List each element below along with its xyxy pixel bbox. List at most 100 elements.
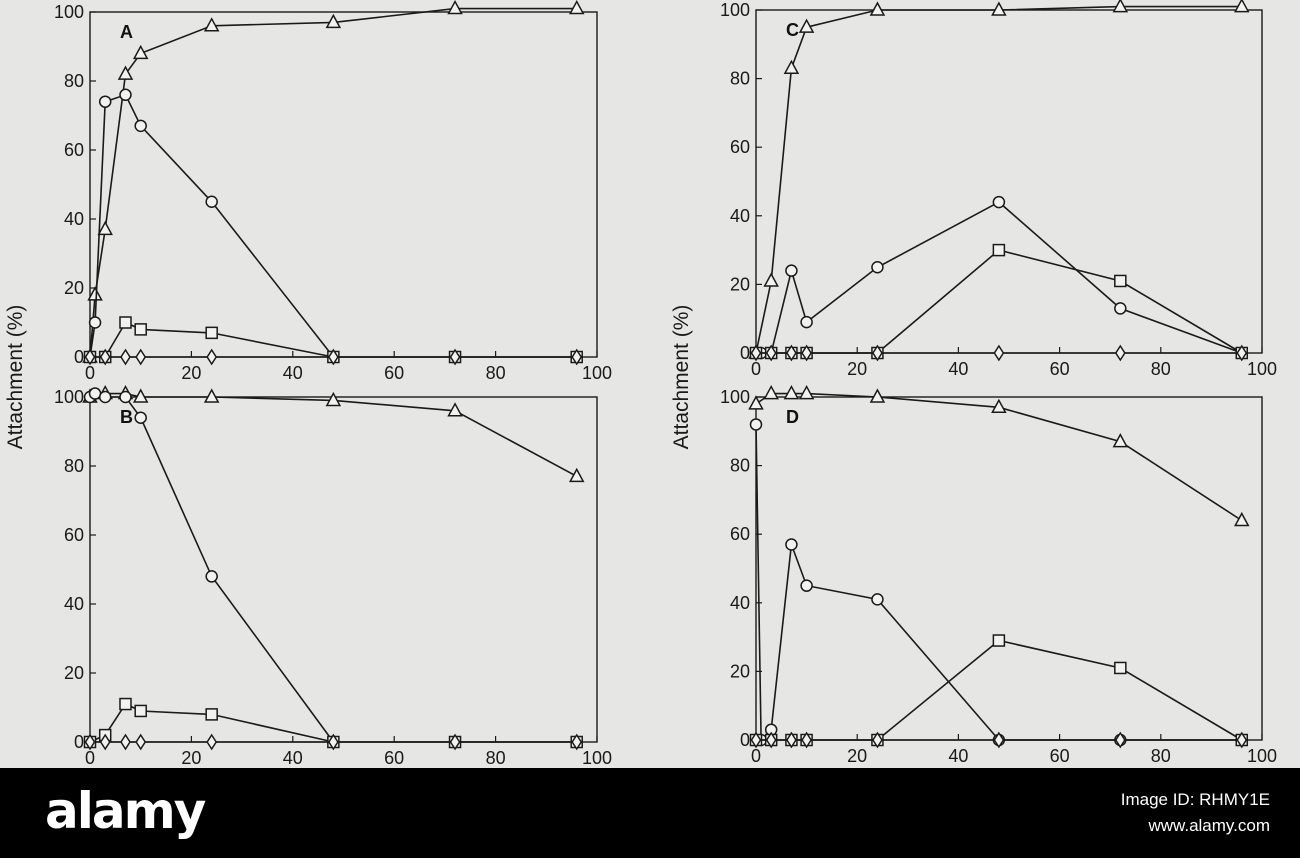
- y-tick-label: 40: [730, 593, 750, 613]
- data-point-triangle: [447, 0, 463, 15]
- x-tick-label: 80: [486, 748, 506, 768]
- y-tick-label: 0: [74, 732, 84, 752]
- data-point-square: [134, 323, 147, 336]
- y-tick-label: 100: [720, 0, 750, 20]
- x-tick-label: 40: [283, 363, 303, 383]
- data-point-triangle: [325, 391, 342, 407]
- y-tick-label: 100: [54, 2, 84, 22]
- data-point-triangle: [869, 388, 886, 403]
- chart-panel-d: 0 20 40 60 80 100 0 20 40 60 80 100 D: [720, 384, 1277, 766]
- y-tick-label: 20: [64, 663, 84, 683]
- data-point-diamond: [571, 733, 583, 751]
- chart-panel-b: 0 20 40 60 80 100 0 20 40 60 80 100 B: [54, 384, 612, 768]
- image-id-text: Image ID: RHMY1E: [1120, 790, 1270, 809]
- x-tick-label: 100: [582, 363, 612, 383]
- y-tick-label: 20: [730, 274, 750, 294]
- figure-area: 0 20 40 60 80 100 0 20 40 60 80 100 A 0 20 40 60 80 100 0 20…: [0, 0, 1300, 768]
- y-tick-label: 20: [64, 278, 84, 298]
- watermark-bar: alamy Image ID: RHMY1E www.alamy.com: [0, 768, 1300, 858]
- data-point-triangle: [798, 384, 815, 400]
- panel-label: B: [120, 407, 133, 427]
- y-tick-label: 80: [730, 456, 750, 476]
- data-point-circle: [88, 387, 102, 400]
- data-point-diamond: [750, 731, 762, 749]
- data-point-diamond: [206, 348, 218, 366]
- data-point-diamond: [750, 344, 762, 362]
- data-point-diamond: [786, 344, 797, 362]
- data-point-diamond: [1114, 344, 1126, 362]
- brand-logo: alamy: [45, 782, 206, 840]
- data-point-square: [992, 243, 1006, 257]
- data-point-triangle: [132, 44, 149, 60]
- x-tick-label: 100: [1247, 746, 1277, 766]
- panel-label: A: [120, 22, 133, 42]
- x-tick-label: 20: [847, 359, 867, 379]
- data-point-triangle: [783, 59, 800, 75]
- x-tick-label: 20: [181, 748, 201, 768]
- data-point-triangle: [203, 17, 220, 32]
- data-point-triangle: [1234, 0, 1250, 13]
- y-tick-label: 60: [64, 525, 84, 545]
- data-point-diamond: [801, 344, 812, 362]
- series-line-triangle: [89, 7, 577, 358]
- x-tick-label: 60: [1050, 359, 1070, 379]
- data-point-triangle: [783, 384, 800, 400]
- data-point-square: [134, 704, 147, 718]
- data-point-diamond: [84, 733, 96, 751]
- y-tick-label: 40: [64, 594, 84, 614]
- series-line-triangle: [755, 5, 1242, 354]
- data-point-triangle: [1112, 0, 1129, 13]
- plot-frame: [755, 396, 1263, 741]
- data-point-triangle: [447, 402, 463, 417]
- data-point-diamond: [801, 731, 812, 749]
- x-tick-label: 0: [85, 748, 95, 768]
- data-point-circle: [871, 593, 884, 606]
- y-axis-label-right: Attachment (%): [670, 305, 693, 450]
- data-point-circle: [785, 538, 798, 551]
- data-point-diamond: [135, 733, 147, 751]
- data-point-diamond: [449, 348, 461, 366]
- data-point-triangle: [748, 395, 764, 410]
- data-point-diamond: [206, 733, 218, 751]
- data-point-triangle: [869, 1, 886, 16]
- data-point-triangle: [1112, 433, 1129, 448]
- y-tick-label: 40: [730, 206, 750, 226]
- x-tick-label: 0: [85, 363, 95, 383]
- data-point-circle: [98, 95, 112, 108]
- x-tick-label: 60: [384, 748, 404, 768]
- data-point-triangle: [798, 18, 815, 33]
- chart-panel-a: 0 20 40 60 80 100 0 20 40 60 80 100 A: [54, 0, 612, 383]
- data-point-square: [205, 708, 218, 721]
- data-point-diamond: [84, 348, 96, 366]
- data-point-diamond: [571, 348, 583, 366]
- y-tick-label: 60: [730, 137, 750, 157]
- data-point-circle: [88, 316, 102, 329]
- plot-frame: [89, 11, 598, 358]
- x-tick-label: 100: [1247, 359, 1277, 379]
- y-tick-label: 0: [74, 347, 84, 367]
- x-tick-label: 80: [486, 363, 506, 383]
- data-point-triangle: [991, 1, 1007, 16]
- data-point-square: [119, 697, 132, 711]
- series-line-square: [756, 639, 1243, 741]
- data-point-triangle: [763, 384, 779, 400]
- data-point-diamond: [120, 348, 131, 366]
- data-point-triangle: [203, 388, 220, 403]
- series-line-circle: [755, 424, 1242, 742]
- panel-label: C: [786, 20, 799, 40]
- y-tick-label: 0: [740, 730, 750, 750]
- y-tick-label: 0: [740, 343, 750, 363]
- x-tick-label: 40: [948, 359, 968, 379]
- site-url-text: www.alamy.com: [1148, 816, 1270, 835]
- data-point-square: [992, 634, 1006, 647]
- y-tick-label: 80: [730, 69, 750, 89]
- y-tick-label: 80: [64, 71, 84, 91]
- data-point-circle: [871, 261, 884, 274]
- data-point-circle: [119, 88, 132, 102]
- data-point-circle: [800, 315, 813, 329]
- x-tick-label: 60: [384, 363, 404, 383]
- data-point-triangle: [568, 0, 585, 15]
- data-point-circle: [134, 411, 147, 424]
- data-point-diamond: [1236, 731, 1248, 749]
- data-point-diamond: [327, 348, 339, 366]
